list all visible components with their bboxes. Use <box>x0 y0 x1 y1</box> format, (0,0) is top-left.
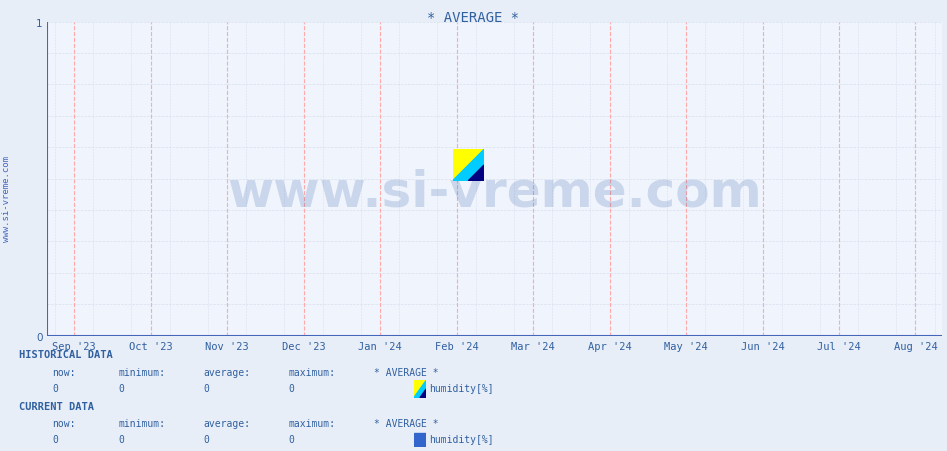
Text: HISTORICAL DATA: HISTORICAL DATA <box>19 349 113 359</box>
Text: 0: 0 <box>289 383 295 393</box>
Polygon shape <box>453 150 484 181</box>
Text: 0: 0 <box>204 434 209 444</box>
Text: now:: now: <box>52 367 76 377</box>
Text: maximum:: maximum: <box>289 418 336 428</box>
Text: humidity[%]: humidity[%] <box>429 434 493 444</box>
Text: * AVERAGE *: * AVERAGE * <box>427 11 520 25</box>
Text: minimum:: minimum: <box>118 367 166 377</box>
Text: average:: average: <box>204 367 251 377</box>
Text: now:: now: <box>52 418 76 428</box>
Text: www.si-vreme.com: www.si-vreme.com <box>227 168 762 216</box>
Polygon shape <box>453 150 484 181</box>
Polygon shape <box>414 381 426 398</box>
Text: average:: average: <box>204 418 251 428</box>
Text: 0: 0 <box>289 434 295 444</box>
Text: * AVERAGE *: * AVERAGE * <box>374 367 438 377</box>
Text: * AVERAGE *: * AVERAGE * <box>374 418 438 428</box>
Text: 0: 0 <box>204 383 209 393</box>
Polygon shape <box>468 166 484 181</box>
Text: 0: 0 <box>118 383 124 393</box>
Text: minimum:: minimum: <box>118 418 166 428</box>
Text: humidity[%]: humidity[%] <box>429 383 493 393</box>
Text: 0: 0 <box>52 383 58 393</box>
Polygon shape <box>420 389 426 398</box>
Text: 0: 0 <box>52 434 58 444</box>
Text: 0: 0 <box>118 434 124 444</box>
Text: CURRENT DATA: CURRENT DATA <box>19 401 94 411</box>
Text: maximum:: maximum: <box>289 367 336 377</box>
Polygon shape <box>414 381 426 398</box>
Text: www.si-vreme.com: www.si-vreme.com <box>2 156 11 241</box>
